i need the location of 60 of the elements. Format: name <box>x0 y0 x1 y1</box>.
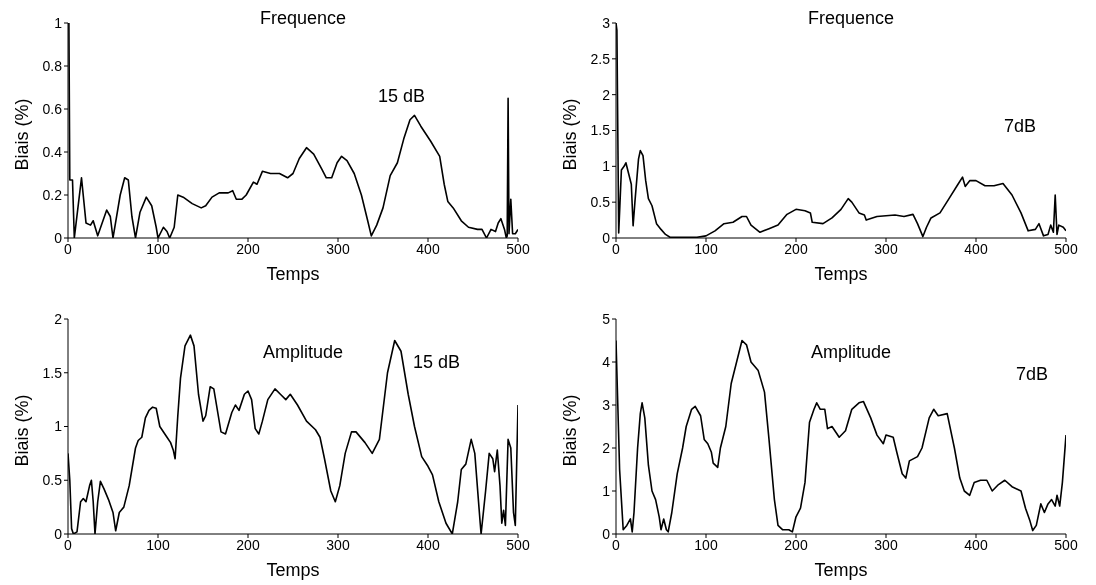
y-axis-title: Biais (%) <box>12 98 33 171</box>
x-axis-title: Temps <box>266 264 320 284</box>
x-axis-title: Temps <box>814 560 868 580</box>
x-tick-label: 400 <box>416 240 440 257</box>
x-tick-label: 300 <box>326 536 350 553</box>
x-tick-label: 300 <box>874 240 898 257</box>
x-axis-title: Temps <box>266 560 320 580</box>
y-axis-title: Biais (%) <box>560 394 581 467</box>
y-tick-label: 1 <box>602 158 611 175</box>
x-tick-label: 100 <box>694 536 718 553</box>
x-axis-title: Temps <box>814 264 868 284</box>
y-tick-label: 1.5 <box>42 364 63 381</box>
y-axis-title: Biais (%) <box>560 98 581 171</box>
annotation: 15 dB <box>413 352 461 373</box>
text: Amplitude <box>262 342 344 362</box>
y-tick-label: 0 <box>54 229 63 246</box>
y-tick-label: 2.5 <box>590 50 611 67</box>
x-tick-label: 100 <box>146 240 170 257</box>
x-tick-label: 400 <box>964 536 988 553</box>
x-tick-label: 200 <box>784 240 808 257</box>
chart-title: Frequence <box>806 8 896 29</box>
text: Amplitude <box>809 342 892 363</box>
x-tick-label: 500 <box>1054 240 1078 257</box>
x-tick-label: 200 <box>236 536 260 553</box>
x-tick-label: 400 <box>416 536 440 553</box>
y-tick-label: 0.6 <box>42 100 63 117</box>
y-tick-label: 0.5 <box>590 194 611 211</box>
annotation: 15 dB <box>378 86 426 107</box>
y-tick-label: 1 <box>602 482 611 499</box>
x-tick-label: 500 <box>1054 536 1078 553</box>
x-tick-label: 200 <box>236 240 260 257</box>
y-tick-label: 1 <box>54 14 63 31</box>
x-tick-label: 300 <box>874 536 898 553</box>
x-tick-label: 400 <box>964 240 988 257</box>
y-tick-label: 2 <box>602 86 611 103</box>
y-tick-label: 4 <box>602 353 611 370</box>
y-tick-label: 0.4 <box>42 143 63 160</box>
x-tick-label: 500 <box>506 240 530 257</box>
x-tick-label: 200 <box>784 536 808 553</box>
y-tick-label: 3 <box>602 14 611 31</box>
y-tick-label: 0.2 <box>42 186 63 203</box>
y-tick-label: 2 <box>54 310 63 327</box>
y-tick-label: 0 <box>54 525 63 542</box>
y-axis-title: Biais (%) <box>12 394 33 467</box>
y-tick-label: 0 <box>602 229 611 246</box>
y-tick-label: 5 <box>602 310 611 327</box>
y-tick-label: 3 <box>602 396 611 413</box>
y-tick-label: 0.8 <box>42 57 63 74</box>
chart-title: Frequence <box>258 8 348 29</box>
x-tick-label: 100 <box>694 240 718 257</box>
y-tick-label: 1 <box>54 418 63 435</box>
y-tick-label: 2 <box>602 439 611 456</box>
x-tick-label: 500 <box>506 536 530 553</box>
y-tick-label: 1.5 <box>590 122 611 139</box>
y-tick-label: 0 <box>602 525 611 542</box>
annotation: 7dB <box>1004 116 1037 137</box>
x-tick-label: 100 <box>146 536 170 553</box>
annotation: 7dB <box>1016 364 1049 385</box>
y-tick-label: 0.5 <box>42 472 63 489</box>
x-tick-label: 300 <box>326 240 350 257</box>
